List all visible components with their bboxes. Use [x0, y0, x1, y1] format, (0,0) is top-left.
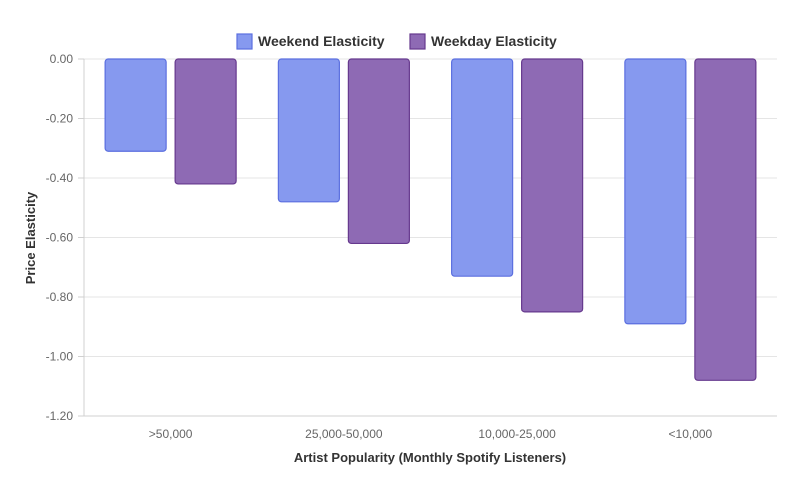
- bar[interactable]: [694, 58, 757, 381]
- x-tick-label: 25,000-50,000: [305, 427, 383, 441]
- bar[interactable]: [174, 58, 237, 185]
- x-axis-title: Artist Popularity (Monthly Spotify Liste…: [294, 450, 566, 465]
- legend-swatch: [409, 33, 426, 50]
- y-tick-label: -0.20: [46, 112, 74, 126]
- y-tick-label: -1.00: [46, 350, 74, 364]
- x-tick-label: 10,000-25,000: [478, 427, 556, 441]
- y-tick-label: -1.20: [46, 409, 74, 423]
- y-axis-title: Price Elasticity: [23, 191, 38, 284]
- bar[interactable]: [451, 58, 514, 277]
- y-tick-label: -0.40: [46, 171, 74, 185]
- x-tick-label: >50,000: [149, 427, 193, 441]
- bars-layer: [104, 58, 757, 381]
- bar[interactable]: [104, 58, 167, 152]
- legend-item[interactable]: Weekend Elasticity: [236, 33, 385, 50]
- bar[interactable]: [277, 58, 340, 203]
- bar[interactable]: [347, 58, 410, 245]
- y-tick-labels: 0.00 -0.20 -0.40 -0.60 -0.80 -1.00 -1.20: [46, 52, 74, 423]
- bar[interactable]: [521, 58, 584, 313]
- legend-item[interactable]: Weekday Elasticity: [409, 33, 557, 50]
- y-tick-label: 0.00: [50, 52, 74, 66]
- legend-swatch: [236, 33, 253, 50]
- y-tick-label: -0.60: [46, 231, 74, 245]
- x-tick-labels: >50,000 25,000-50,000 10,000-25,000 <10,000: [149, 427, 713, 441]
- legend-label: Weekend Elasticity: [258, 33, 385, 49]
- x-tick-label: <10,000: [669, 427, 713, 441]
- axes: [78, 58, 777, 417]
- y-tick-label: -0.80: [46, 290, 74, 304]
- legend-label: Weekday Elasticity: [431, 33, 557, 49]
- bar[interactable]: [624, 58, 687, 325]
- legend[interactable]: Weekend Elasticity Weekday Elasticity: [236, 33, 557, 50]
